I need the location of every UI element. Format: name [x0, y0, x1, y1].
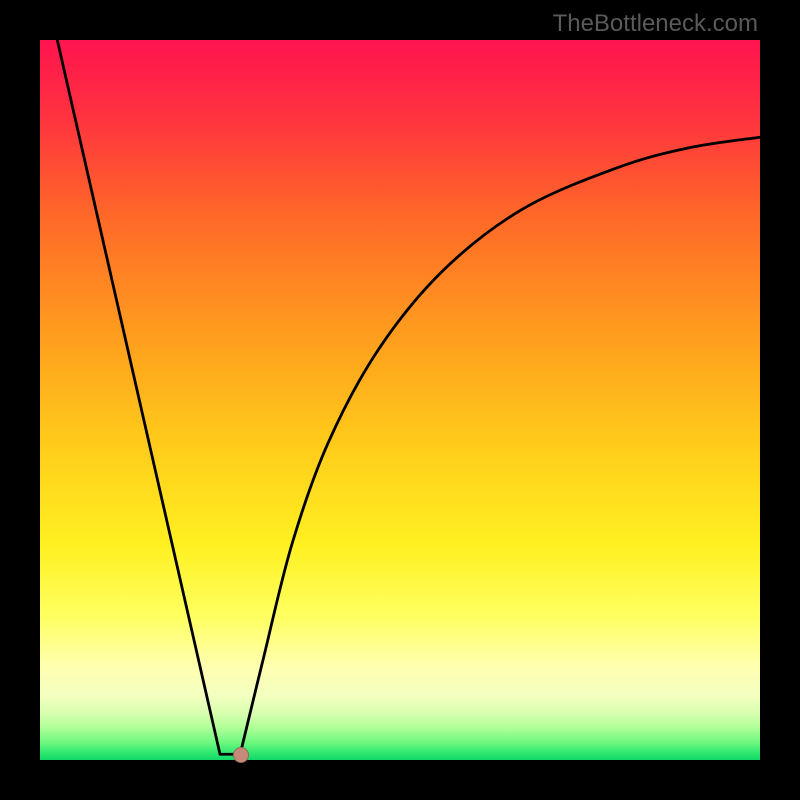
optimal-point-marker [233, 747, 249, 763]
bottleneck-curve [40, 40, 760, 760]
watermark-text: TheBottleneck.com [553, 10, 758, 38]
chart-stage: TheBottleneck.com [0, 0, 800, 800]
